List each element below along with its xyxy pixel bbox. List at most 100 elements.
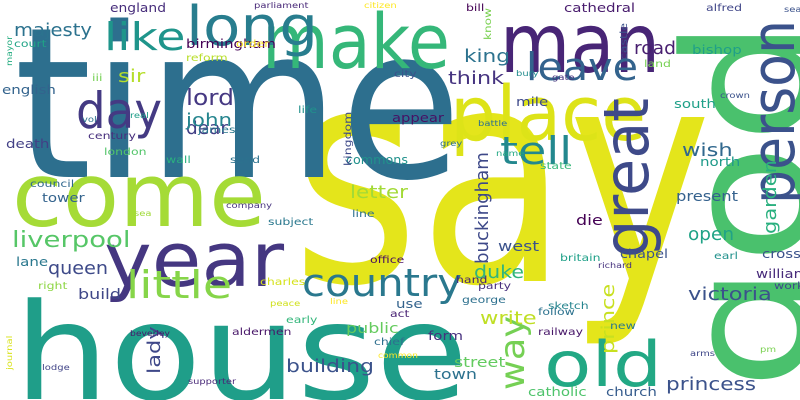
word-year: year bbox=[104, 215, 285, 304]
word-london: london bbox=[104, 147, 147, 158]
word-land: land bbox=[644, 59, 671, 70]
word-railway: railway bbox=[538, 327, 584, 338]
word-day: day bbox=[76, 82, 162, 140]
word-george: george bbox=[462, 295, 506, 306]
word-queen: queen bbox=[48, 258, 108, 279]
word-town: town bbox=[434, 367, 477, 383]
word-leave: leave bbox=[526, 45, 638, 89]
word-peace: peace bbox=[270, 299, 301, 308]
word-lord: lord bbox=[186, 86, 234, 111]
word-seal: seal bbox=[784, 5, 800, 14]
word-form: form bbox=[428, 329, 463, 343]
word-open: open bbox=[688, 224, 734, 245]
word-order: order bbox=[236, 39, 270, 50]
word-country: country bbox=[302, 261, 463, 305]
word-build: build bbox=[78, 287, 122, 303]
word-real: real bbox=[130, 111, 149, 120]
word-vol: vol bbox=[82, 115, 97, 124]
word-journal: journal bbox=[5, 335, 14, 370]
word-william: william bbox=[756, 267, 800, 281]
word-charles: charles bbox=[260, 277, 306, 288]
word-birmingham: birmingham bbox=[186, 37, 276, 51]
word-wall: wall bbox=[166, 155, 191, 166]
word-sea: sea bbox=[134, 209, 152, 218]
word-mile: mile bbox=[516, 95, 549, 109]
word-make: make bbox=[262, 0, 451, 86]
word-west: west bbox=[498, 239, 540, 255]
word-mayor: mayor bbox=[5, 35, 14, 66]
word-sketch: sketch bbox=[548, 301, 589, 312]
word-chief: chief bbox=[374, 337, 405, 348]
word-dear: dear bbox=[186, 118, 229, 139]
word-cathedral: cathedral bbox=[564, 1, 636, 15]
word-king: king bbox=[464, 46, 510, 67]
word-wish: wish bbox=[682, 140, 733, 161]
word-princess: princess bbox=[666, 374, 757, 395]
word-act: act bbox=[390, 309, 410, 320]
word-north: north bbox=[700, 155, 741, 169]
word-britain: britain bbox=[560, 253, 601, 264]
word-church: church bbox=[606, 385, 657, 399]
word-victoria: victoria bbox=[688, 284, 772, 305]
word-time: time bbox=[14, 0, 462, 227]
word-hand: hand bbox=[456, 275, 488, 286]
word-bill: bill bbox=[466, 3, 485, 14]
word-use: use bbox=[396, 297, 423, 311]
word-richard: richard bbox=[598, 261, 633, 270]
word-long: long bbox=[186, 0, 319, 58]
word-follow: follow bbox=[538, 307, 575, 318]
word-liverpool: liverpool bbox=[12, 228, 131, 253]
word-line-small: line bbox=[330, 297, 349, 306]
word-present: present bbox=[676, 189, 738, 205]
word-house: house bbox=[14, 275, 469, 400]
word-pm: pm bbox=[760, 345, 777, 354]
word-majesty: majesty bbox=[14, 20, 92, 41]
word-subject: subject bbox=[268, 217, 314, 228]
word-duke: duke bbox=[474, 262, 524, 283]
word-man: man bbox=[500, 0, 661, 92]
word-arms: arms bbox=[690, 349, 716, 358]
word-state: state bbox=[540, 161, 572, 172]
word-iii: iii bbox=[92, 73, 103, 84]
word-lodge: lodge bbox=[42, 363, 70, 372]
word-like: like bbox=[104, 15, 186, 59]
word-know: know bbox=[483, 8, 494, 40]
word-lane: lane bbox=[16, 255, 49, 269]
word-gate: gate bbox=[552, 73, 575, 82]
word-early: early bbox=[286, 315, 318, 326]
word-write: write bbox=[480, 308, 537, 329]
word-castle: castle bbox=[619, 22, 630, 60]
word-tell: tell bbox=[500, 129, 573, 173]
word-reform: reform bbox=[186, 53, 228, 64]
word-south: south bbox=[674, 97, 716, 111]
word-public: public bbox=[346, 321, 399, 337]
word-england: england bbox=[110, 1, 166, 15]
word-old: old bbox=[544, 328, 663, 400]
word-life: life bbox=[298, 105, 318, 116]
word-cross: cross bbox=[762, 247, 800, 261]
word-building: building bbox=[286, 356, 374, 377]
word-tower: tower bbox=[42, 191, 85, 205]
word-letter: letter bbox=[350, 182, 409, 203]
word-party: party bbox=[478, 281, 512, 292]
word-james: james bbox=[198, 125, 236, 136]
word-death: death bbox=[6, 137, 50, 151]
word-kingdom: kingdom bbox=[343, 111, 354, 166]
word-appear: appear bbox=[392, 111, 444, 125]
word-send: send bbox=[230, 155, 261, 166]
word-commons: commons bbox=[346, 153, 408, 167]
word-grey: grey bbox=[440, 139, 463, 148]
word-beverley: beverley bbox=[130, 329, 170, 338]
word-alfred: alfred bbox=[706, 3, 743, 14]
word-aldermen: aldermen bbox=[232, 327, 292, 338]
word-great: great bbox=[590, 97, 663, 258]
word-line: line bbox=[352, 209, 375, 220]
word-citizen: citizen bbox=[364, 1, 397, 10]
word-chapel: chapel bbox=[620, 247, 668, 261]
word-court: court bbox=[14, 39, 47, 50]
word-street: street bbox=[454, 355, 506, 371]
word-city: city bbox=[394, 69, 417, 80]
word-crown: crown bbox=[720, 91, 750, 100]
word-bishop: bishop bbox=[692, 43, 742, 57]
